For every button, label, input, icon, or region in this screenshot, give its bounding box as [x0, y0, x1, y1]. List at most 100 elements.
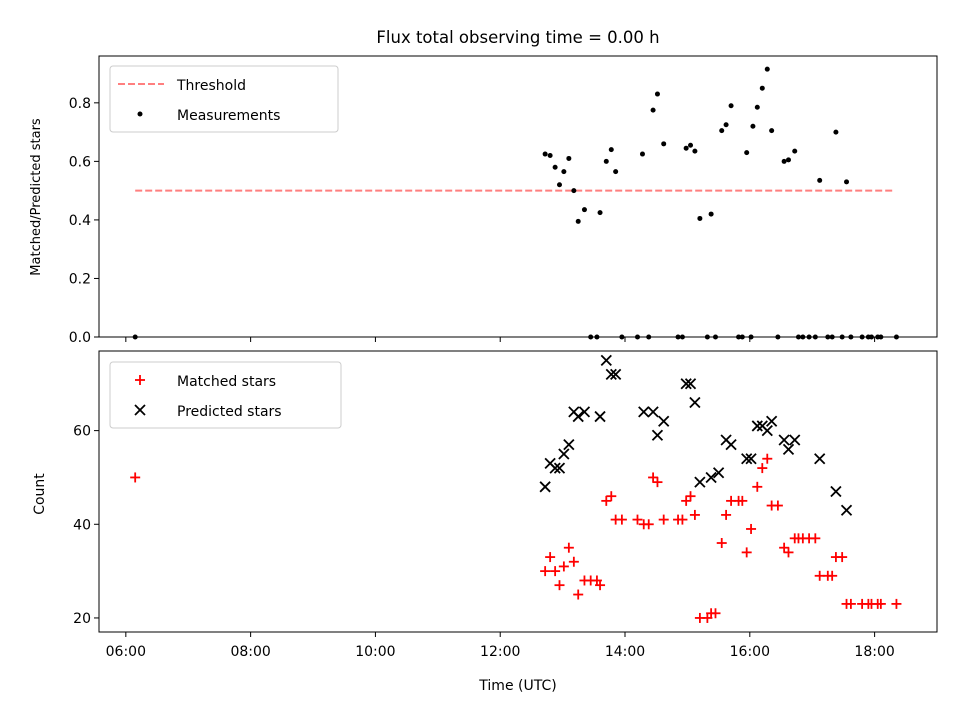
predicted-star-point-b [751, 420, 763, 432]
predicted-star-point [638, 406, 650, 418]
y-tick-label: 0.0 [69, 330, 91, 346]
predicted-star-point [680, 378, 692, 390]
bottom-x-ticks: 06:00 08:00 10:00 12:00 14:00 16:00 18:00 [106, 632, 895, 660]
predicted-star-point [558, 448, 570, 460]
x-tick-label: 10:00 [355, 644, 395, 660]
measurement-point [581, 207, 587, 213]
matched-star-point [554, 580, 565, 591]
predicted-star-point-b [712, 467, 725, 479]
x-tick-label: 18:00 [854, 644, 894, 660]
measurement-point [661, 141, 667, 147]
predicted-star-point [778, 434, 790, 446]
matched-star-point [648, 472, 659, 483]
predicted-star-point [578, 406, 591, 418]
legend-measurement-swatch [137, 111, 143, 117]
measurement-point [566, 155, 572, 161]
predicted-star-point-b [572, 410, 584, 423]
legend-threshold-label: Threshold [176, 78, 246, 94]
predicted-star-point [610, 368, 622, 381]
matched-star-point [741, 547, 752, 558]
measurement-point [723, 122, 729, 128]
measurement-point [844, 179, 850, 185]
predicted-star-point-b [766, 415, 778, 427]
chart-title: Flux total observing time = 0.00 h [376, 28, 659, 47]
top-panel: Flux total observing time = 0.00 h Match… [29, 28, 938, 346]
bottom-axes-frame [98, 350, 938, 633]
predicted-star-point [651, 429, 664, 441]
predicted-star-point [789, 434, 801, 446]
x-tick-label: 06:00 [106, 644, 146, 660]
matched-star-point [558, 561, 569, 572]
bottom-legend: Matched stars Predicted stars [109, 361, 342, 429]
predicted-star-point-b [647, 406, 659, 418]
y-tick-label: 0.6 [69, 154, 91, 170]
measurement-point [556, 182, 562, 188]
matched-star-point [643, 519, 654, 530]
y-tick-label: 0.4 [69, 213, 91, 229]
predicted-star-point-b [605, 368, 617, 381]
matched-star-point [772, 500, 783, 511]
measurement-point [597, 210, 603, 216]
predicted-star-point-b [680, 378, 692, 390]
matched-star-point [540, 566, 551, 577]
measurement-point [792, 148, 798, 154]
predicted-star-point [705, 471, 717, 484]
predicted-star-point [694, 476, 706, 488]
top-y-ticks: 0.0 0.2 0.4 0.6 0.8 [69, 96, 99, 346]
measurement-point [697, 215, 703, 221]
x-axis-label: Time (UTC) [478, 678, 556, 694]
matched-star-point [616, 514, 627, 525]
predicted-star-point-b [684, 378, 697, 390]
bottom-panel: Count Time (UTC) 20 40 60 06:00 08:00 10:00 1… [32, 350, 938, 694]
matched-star-point [746, 523, 757, 534]
predicted-star-point [647, 406, 659, 418]
predicted-star-point-b [814, 453, 826, 465]
top-x-ticks [125, 337, 876, 342]
matched-star-point [130, 472, 141, 483]
predicted-star-point-b [651, 429, 664, 441]
y-tick-label: 0.8 [69, 96, 91, 112]
predicted-star-point [605, 368, 617, 381]
bottom-y-axis-label: Count [32, 473, 48, 515]
x-tick-label: 08:00 [230, 644, 270, 660]
matched-star-point [685, 491, 696, 502]
matched-star-point [573, 589, 584, 600]
matched-star-point [689, 509, 700, 520]
predicted-star-point-b [745, 453, 757, 465]
predicted-star-point-b [658, 415, 670, 427]
predicted-star-point-b [789, 434, 801, 446]
predicted-star-point-b [782, 443, 795, 455]
matched-star-point [710, 608, 721, 619]
predicted-star-point [766, 415, 778, 427]
predicted-star-point-b [594, 410, 606, 423]
predicted-star-point [572, 410, 584, 423]
matched-star-point [827, 570, 838, 581]
legend-x-marker-b [134, 404, 146, 416]
x-tick-label: 14:00 [605, 644, 645, 660]
matched-star-point [601, 495, 612, 506]
measurement-point [754, 104, 760, 110]
top-legend-box [109, 65, 339, 133]
matched-star-point [595, 580, 606, 591]
predicted-star-point-b [563, 439, 575, 451]
bottom-y-ticks: 20 40 60 [73, 424, 99, 627]
legend-matched-swatch [135, 375, 145, 385]
matched-star-point [652, 477, 663, 488]
bottom-legend-box [109, 361, 342, 429]
y-tick-label: 20 [73, 611, 91, 627]
matched-star-point [677, 514, 688, 525]
measurement-point [764, 66, 770, 72]
legend-x-marker [134, 404, 146, 416]
predicted-star-point-b [578, 406, 591, 418]
predicted-star-point [761, 424, 773, 437]
measurement-point [785, 157, 791, 163]
measurement-point [650, 107, 656, 113]
measurement-point [750, 123, 756, 129]
predicted-star-point-b [741, 453, 753, 465]
predicted-star-point [539, 481, 551, 493]
predicted-star-point-b [830, 485, 842, 498]
matched-star-point [658, 514, 669, 525]
matched-star-point [721, 509, 732, 520]
measurement-point [608, 147, 614, 153]
predicted-star-point [712, 467, 725, 479]
